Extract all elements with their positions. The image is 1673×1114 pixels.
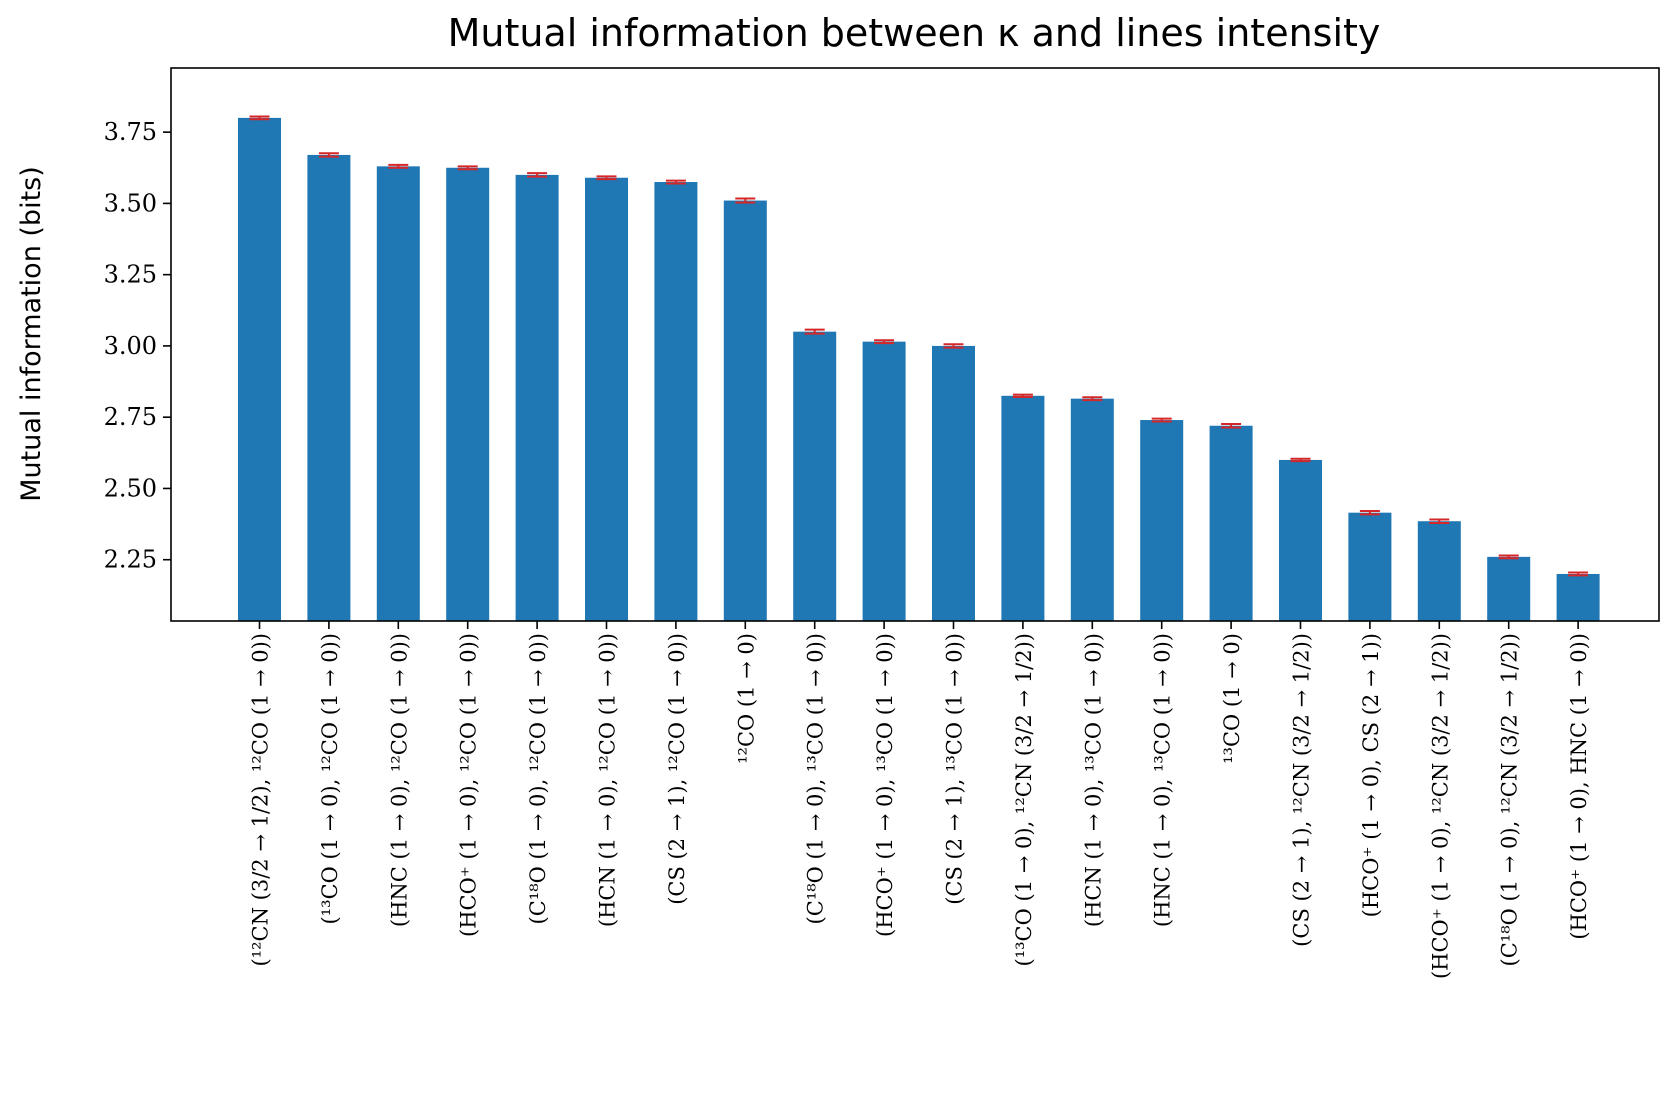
x-tick-label: (CS (2 → 1), ¹²CO (1 → 0)) [665, 633, 689, 905]
x-tick-label: (¹²CN (3/2 → 1/2), ¹²CO (1 → 0)) [249, 633, 273, 966]
x-tick-label: (CS (2 → 1), ¹³CO (1 → 0)) [943, 633, 967, 905]
x-tick-label: (HNC (1 → 0), ¹²CO (1 → 0)) [387, 633, 411, 927]
x-tick-label: ¹²CO (1 → 0) [734, 633, 758, 764]
y-tick-label: 3.00 [104, 332, 157, 360]
x-tick-label: (¹³CO (1 → 0), ¹²CN (3/2 → 1/2)) [1012, 633, 1036, 966]
bar [723, 200, 767, 622]
chart-title: Mutual information between κ and lines i… [448, 11, 1381, 55]
plot-frame [170, 67, 1660, 622]
x-tick-label: (CS (2 → 1), ¹²CN (3/2 → 1/2)) [1290, 633, 1314, 947]
y-tick-label: 3.25 [104, 261, 157, 289]
bar [654, 182, 698, 621]
x-tick-label: (¹³CO (1 → 0), ¹²CO (1 → 0)) [318, 633, 342, 924]
bar [862, 341, 906, 621]
x-tick-label: (C¹⁸O (1 → 0), ¹²CO (1 → 0)) [526, 633, 550, 924]
bar [307, 154, 351, 621]
x-tick-label: (C¹⁸O (1 → 0), ¹²CN (3/2 → 1/2)) [1498, 633, 1522, 966]
y-axis-ticks: 2.25 2.50 2.75 3.00 3.25 3.50 3.75 [104, 118, 171, 574]
x-tick-label: (HCO⁺ (1 → 0), ¹²CN (3/2 → 1/2)) [1428, 633, 1452, 979]
x-tick-label: (HCO⁺ (1 → 0), CS (2 → 1)) [1359, 633, 1383, 917]
bar [1417, 521, 1461, 621]
bar [585, 177, 628, 621]
x-tick-label: (HCO⁺ (1 → 0), ¹²CO (1 → 0)) [457, 633, 481, 937]
x-tick-label: (HCN (1 → 0), ¹²CO (1 → 0)) [596, 633, 620, 927]
y-axis-label: Mutual information (bits) [16, 166, 47, 502]
bar [1556, 573, 1600, 621]
y-tick-label: 3.50 [104, 189, 157, 217]
bars-group [238, 117, 1600, 622]
y-tick-label: 2.50 [104, 474, 157, 502]
bar [238, 117, 281, 621]
error-bars-group [249, 115, 1589, 577]
bar [1209, 425, 1253, 621]
x-tick-label: (C¹⁸O (1 → 0), ¹³CO (1 → 0)) [804, 633, 828, 924]
bar [1487, 556, 1531, 621]
x-tick-label: (HCO⁺ (1 → 0), HNC (1 → 0)) [1567, 633, 1591, 940]
x-tick-label: ¹³CO (1 → 0) [1220, 633, 1244, 764]
bar [1348, 512, 1392, 621]
bar [1279, 459, 1322, 621]
x-tick-label: (HNC (1 → 0), ¹³CO (1 → 0)) [1151, 633, 1175, 927]
x-tick-label: (HCN (1 → 0), ¹³CO (1 → 0)) [1081, 633, 1105, 927]
bar [1070, 398, 1114, 621]
bar [1001, 395, 1045, 621]
y-tick-label: 2.75 [104, 403, 157, 431]
bar [515, 174, 559, 621]
bar [932, 345, 975, 621]
y-tick-label: 2.25 [104, 546, 157, 574]
bar [793, 331, 837, 621]
bar [376, 166, 420, 622]
bar [446, 167, 490, 621]
x-tick-label: (HCO⁺ (1 → 0), ¹³CO (1 → 0)) [873, 633, 897, 937]
bar [1140, 420, 1184, 621]
x-axis-ticks: (¹²CN (3/2 → 1/2), ¹²CO (1 → 0)) (¹³CO (1… [249, 621, 1591, 979]
y-tick-label: 3.75 [104, 118, 157, 146]
